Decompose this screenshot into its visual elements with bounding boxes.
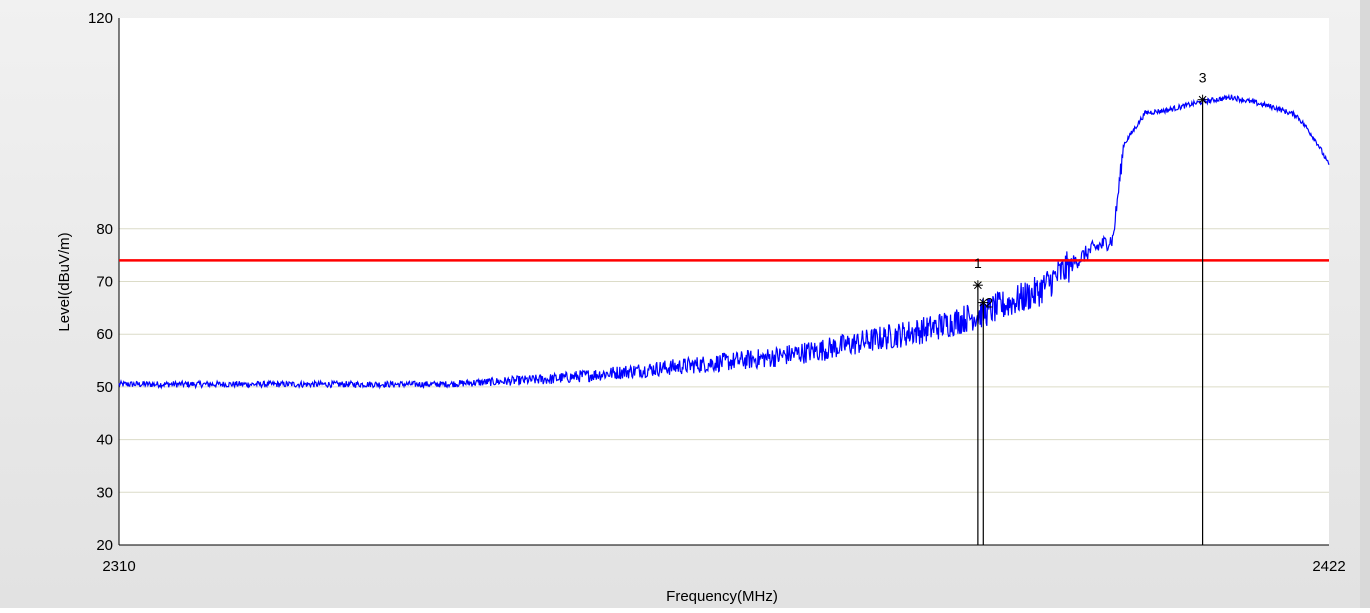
y-tick-label-70: 70 [96,274,113,291]
y-tick-label-40: 40 [96,432,113,449]
y-tick-label-120: 120 [88,10,113,27]
y-tick-label-30: 30 [96,484,113,501]
x-axis-label: Frequency(MHz) [666,588,778,605]
y-axis-tick-labels: 20 30 40 50 60 70 80 120 [88,10,113,554]
marker-2-label: 2 [985,295,993,311]
y-tick-label-80: 80 [96,221,113,238]
marker-1-label: 1 [974,255,982,271]
y-tick-label-20: 20 [96,537,113,554]
x-axis-tick-labels: 2310 2422 [102,558,1345,575]
series-0-line [118,93,1330,390]
y-axis-label: Level(dBuV/m) [56,232,73,331]
marker-1-star-icon [972,280,983,291]
y-tick-label-50: 50 [96,379,113,396]
x-tick-label-2310: 2310 [102,558,135,575]
marker-3-star-icon [1197,94,1208,105]
series-layer [118,93,1330,390]
marker-3-label: 3 [1199,70,1207,86]
y-tick-label-60: 60 [96,326,113,343]
x-tick-label-2422: 2422 [1312,558,1345,575]
marker-2-star-icon [978,297,989,308]
markers-layer: 1 2 3 [972,70,1208,545]
